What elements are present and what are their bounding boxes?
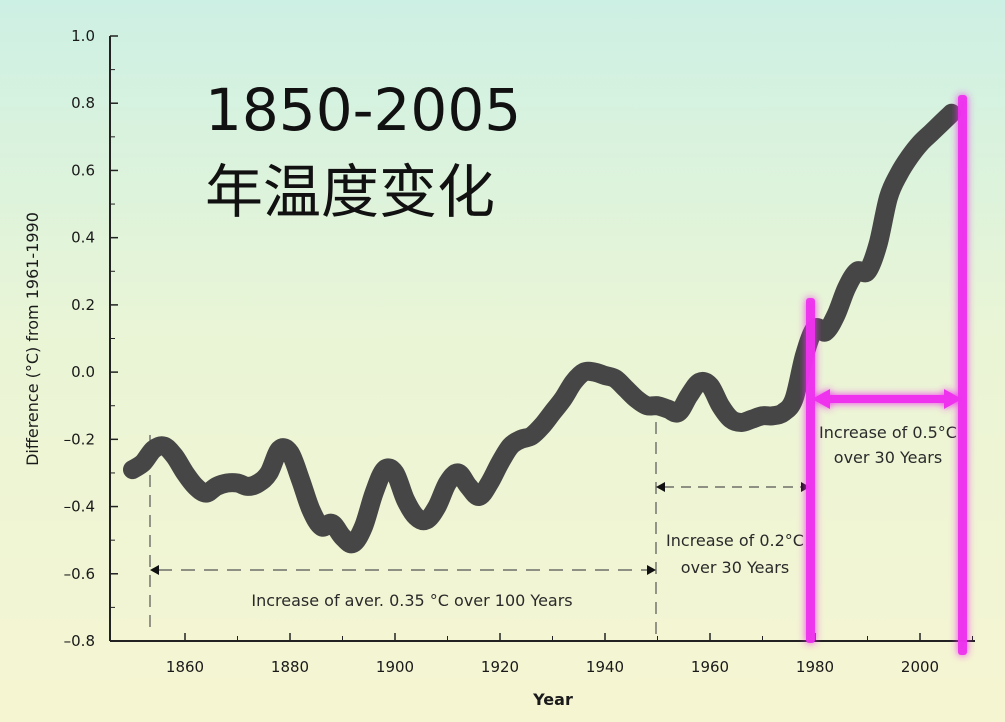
highlight-arrow-left-head [812, 389, 830, 409]
y-tick-label: 0.2 [71, 296, 95, 314]
x-tick-label: 1960 [691, 658, 729, 676]
highlights [806, 95, 967, 655]
highlight-bar-2007 [958, 95, 967, 655]
annotation-30-years-recent-line1: Increase of 0.5°C [819, 423, 957, 442]
chart-title-years: 1850-2005 [205, 76, 521, 144]
arrow-30-years-mid-left-head [656, 482, 665, 492]
y-tick-label: 0.6 [71, 161, 95, 179]
annotation-30-years-mid-line1: Increase of 0.2°C [666, 531, 804, 550]
guides [149, 402, 810, 635]
x-tick-label: 1920 [481, 658, 519, 676]
y-tick-label: –0.6 [64, 565, 95, 583]
y-tick-label: 0.8 [71, 94, 95, 112]
y-ticks: 1.0 0.8 0.6 0.4 0.2 0.0 –0.2 –0.4 –0.6 –0.8 [64, 27, 118, 650]
x-tick-label: 1940 [586, 658, 624, 676]
x-ticks: 1860 1880 1900 1920 1940 1960 1980 2000 [166, 633, 973, 676]
chart-title-chinese: 年温度变化 [205, 158, 495, 226]
highlight-bar-1978 [806, 298, 815, 643]
y-tick-label: –0.8 [64, 632, 95, 650]
y-tick-label: 0.0 [71, 363, 95, 381]
annotation-100-years: Increase of aver. 0.35 °C over 100 Years [251, 591, 572, 610]
x-axis-title: Year [532, 690, 573, 709]
arrow-30-years-mid-right-head [801, 482, 810, 492]
x-tick-label: 1860 [166, 658, 204, 676]
y-tick-label: –0.4 [64, 498, 95, 516]
y-tick-label: 1.0 [71, 27, 95, 45]
annotation-30-years-recent-line2: over 30 Years [834, 448, 942, 467]
x-tick-label: 1900 [376, 658, 414, 676]
x-tick-label: 1880 [271, 658, 309, 676]
arrow-100-years-left-head [150, 565, 159, 575]
highlight-arrow-right-head [944, 389, 962, 409]
x-tick-label: 2000 [901, 658, 939, 676]
y-tick-label: –0.2 [64, 430, 95, 448]
annotation-30-years-mid-line2: over 30 Years [681, 558, 789, 577]
arrow-100-years-right-head [647, 565, 656, 575]
y-axis-title: Difference (°C) from 1961-1990 [23, 212, 42, 466]
y-tick-label: 0.4 [71, 229, 95, 247]
x-tick-label: 1980 [796, 658, 834, 676]
